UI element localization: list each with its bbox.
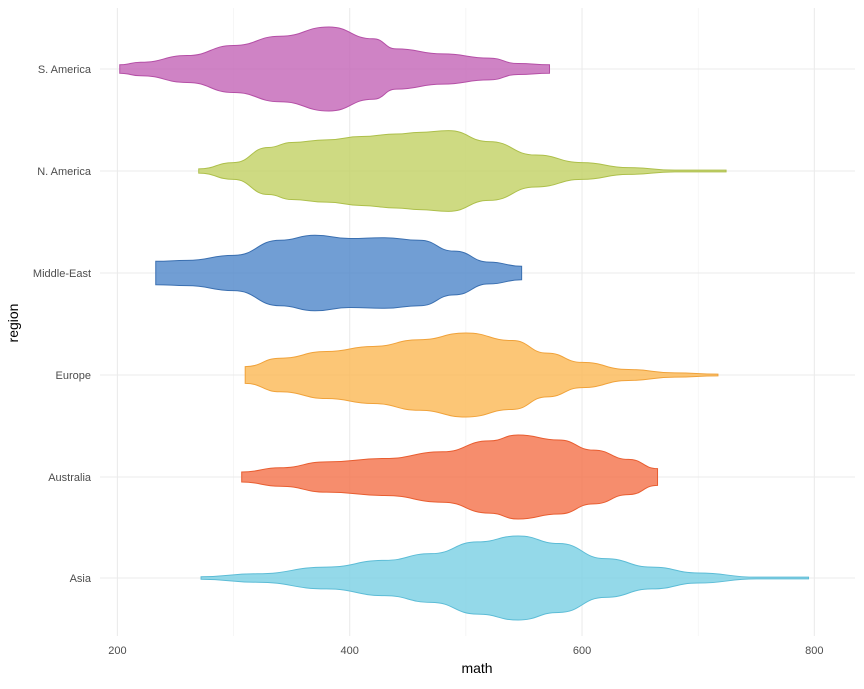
x-tick-label: 600 [573, 645, 591, 657]
violin-europe [244, 332, 719, 418]
violin-middle-east [155, 234, 523, 312]
y-tick-label: Middle-East [33, 268, 91, 280]
violin-s-america [119, 26, 551, 112]
x-tick-label: 400 [341, 645, 359, 657]
violin-asia [200, 535, 810, 621]
y-axis-tick-labels: S. America N. America Middle-East Europe Aus… [33, 64, 92, 585]
x-tick-label: 200 [108, 645, 126, 657]
violin-layer [119, 26, 810, 621]
x-axis-tick-labels: 200 400 600 800 [108, 645, 823, 657]
y-tick-label: N. America [37, 166, 92, 178]
y-tick-label: Europe [56, 370, 91, 382]
violin-australia [241, 434, 659, 520]
x-tick-label: 800 [805, 645, 823, 657]
y-tick-label: Asia [70, 573, 92, 585]
minor-gridlines [233, 8, 699, 636]
y-tick-label: S. America [38, 64, 92, 76]
y-axis-title: region [5, 304, 21, 343]
y-tick-label: Australia [48, 472, 92, 484]
violin-n-america [198, 130, 727, 212]
x-axis-title: math [461, 660, 492, 676]
